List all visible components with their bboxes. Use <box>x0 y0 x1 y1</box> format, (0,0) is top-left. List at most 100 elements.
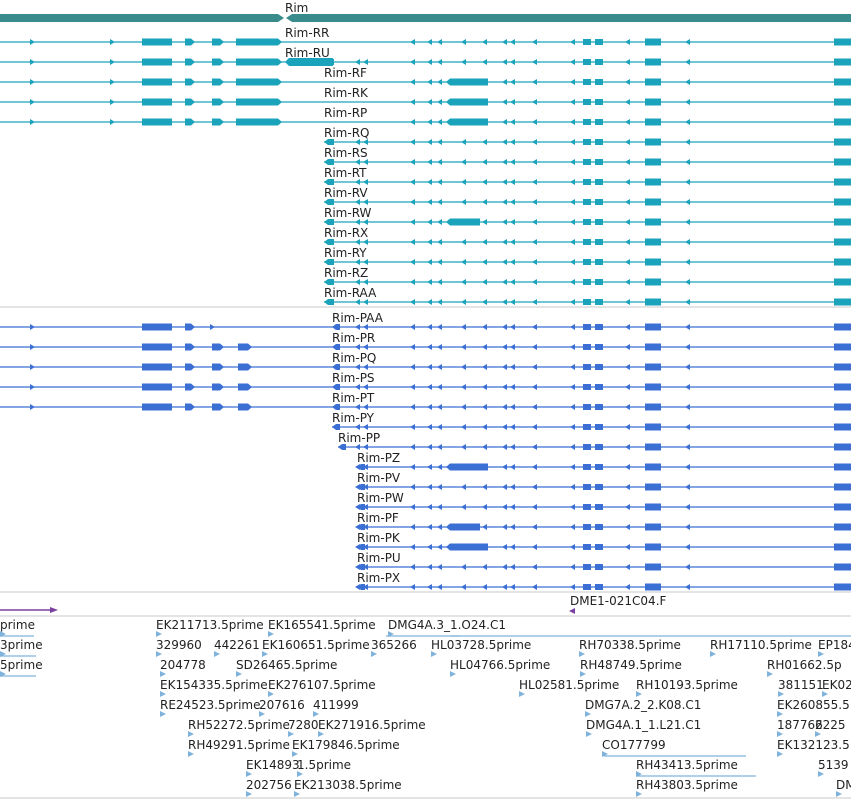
gene-bar-left[interactable] <box>0 14 278 22</box>
est-feature[interactable]: HL03728.5prime <box>431 638 531 657</box>
est-feature[interactable]: HL02581.5prime <box>519 678 619 697</box>
exon-tick <box>625 119 630 125</box>
transcript-row[interactable]: Rim-PX <box>355 571 851 591</box>
transcript-row[interactable]: Rim-PP <box>338 431 851 451</box>
est-feature[interactable]: RH10193.5prime <box>636 678 738 697</box>
gene-track[interactable]: Rim <box>0 1 851 22</box>
est-feature[interactable]: EK132123.5 <box>777 738 850 757</box>
est-feature[interactable]: 3prime <box>0 638 43 657</box>
est-feature[interactable]: RE24523.5prime <box>160 698 261 717</box>
transcript-row[interactable]: Rim-PY <box>332 411 851 431</box>
gene-bar-arrow-right <box>278 14 284 22</box>
transcript-row[interactable]: Rim-RQ <box>324 126 851 146</box>
transcript-row[interactable]: Rim-PS <box>0 371 851 391</box>
est-feature[interactable]: EK271916.5prime <box>318 718 426 737</box>
est-feature[interactable]: 2225 <box>815 718 846 737</box>
est-feature[interactable]: CO177799 <box>602 738 666 757</box>
est-feature[interactable]: DM <box>836 778 851 797</box>
est-feature[interactable]: RH17110.5prime <box>710 638 812 657</box>
exon <box>595 59 603 65</box>
transcript-row[interactable]: Rim-PT <box>0 391 851 411</box>
est-feature[interactable]: EP184 <box>818 638 851 657</box>
est-track[interactable]: prime 3prime 5prime EK211713.5prime EK165541… <box>0 618 851 797</box>
est-feature[interactable]: EK211713.5prime <box>156 618 264 637</box>
exon-tick <box>355 279 360 285</box>
exon-tick <box>461 564 466 570</box>
transcript-row[interactable]: Rim-RV <box>324 186 851 206</box>
transcript-row[interactable]: Rim-PW <box>355 491 851 511</box>
protein-transcripts-track[interactable]: Rim-PAA Rim-PR Rim-PQ Rim-PS Rim-PT Rim-PY Rim… <box>0 311 851 591</box>
transcript-row[interactable]: Rim-RU <box>0 46 851 66</box>
est-feature[interactable]: EK14893 <box>246 758 300 777</box>
exon <box>238 403 252 411</box>
top-transcripts-track[interactable]: Rim-RR Rim-RU Rim-RF Rim-RK Rim-RP Rim-RQ Rim-… <box>0 26 851 306</box>
transcript-row[interactable]: Rim-PU <box>355 551 851 571</box>
est-feature[interactable]: 5139 <box>818 758 849 777</box>
est-feature[interactable]: RH70338.5prime <box>579 638 681 657</box>
est-feature[interactable]: 365266 <box>371 638 417 657</box>
exon-tick <box>363 544 368 550</box>
est-feature[interactable]: RH52272.5prime <box>188 718 290 737</box>
transcript-row[interactable]: Rim-PR <box>0 331 851 351</box>
exon <box>595 99 603 105</box>
est-feature[interactable]: RH43413.5prime <box>636 758 738 777</box>
est-feature[interactable]: EK165541.5prime <box>268 618 376 637</box>
est-feature[interactable]: SD26465.5prime <box>236 658 337 677</box>
transcript-row[interactable]: Rim-PV <box>355 471 851 491</box>
transcript-row[interactable]: Rim-PK <box>355 531 851 551</box>
exon-tick <box>355 259 360 265</box>
exon-tick <box>482 564 487 570</box>
transcript-row[interactable]: Rim-PAA <box>0 311 851 331</box>
est-feature[interactable]: 411999 <box>313 698 359 717</box>
est-feature[interactable]: EK02 <box>822 678 851 697</box>
est-feature[interactable]: 442261 <box>214 638 260 657</box>
exon-tick <box>502 444 507 450</box>
transcript-row[interactable]: Rim-RY <box>324 246 851 266</box>
est-feature[interactable]: prime <box>0 618 35 637</box>
est-feature[interactable]: DMG4A.1_1.L21.C1 <box>586 718 701 737</box>
clone-track[interactable]: DME1-021C04.F <box>0 594 667 614</box>
transcript-row[interactable]: Rim-RZ <box>324 266 851 286</box>
est-feature[interactable]: 381151 <box>778 678 824 697</box>
est-feature[interactable]: 187766 <box>777 718 823 737</box>
transcript-row[interactable]: Rim-RS <box>324 146 851 166</box>
est-feature[interactable]: EK154335.5prime <box>160 678 268 697</box>
transcript-row[interactable]: Rim-RR <box>0 26 851 46</box>
est-feature[interactable]: EK260855.5 <box>777 698 850 717</box>
exon-tick <box>461 179 466 185</box>
transcript-row[interactable]: Rim-RAA <box>324 286 851 306</box>
est-feature[interactable]: RH43803.5prime <box>636 778 738 797</box>
transcript-row[interactable]: Rim-RP <box>0 106 851 126</box>
transcript-row[interactable]: Rim-RX <box>324 226 851 246</box>
est-feature[interactable]: 202756 <box>246 778 292 797</box>
est-feature[interactable]: HL04766.5prime <box>450 658 550 677</box>
gene-bar-right[interactable] <box>292 14 851 22</box>
est-feature[interactable]: DMG7A.2_2.K08.C1 <box>585 698 701 717</box>
est-feature[interactable]: 1.5prime <box>297 758 351 777</box>
est-feature[interactable]: 207616 <box>259 698 305 717</box>
exon-tick <box>482 39 487 45</box>
transcript-label: Rim-PP <box>338 431 380 445</box>
transcript-label: Rim-PAA <box>332 311 384 325</box>
transcript-row[interactable]: Rim-RK <box>0 86 851 106</box>
transcript-row[interactable]: Rim-PF <box>355 511 851 531</box>
est-feature[interactable]: EK179846.5prime <box>292 738 400 757</box>
transcript-row[interactable]: Rim-PZ <box>355 451 851 471</box>
est-feature[interactable]: EK276107.5prime <box>268 678 376 697</box>
exon <box>595 39 603 45</box>
est-feature[interactable]: RH49291.5prime <box>188 738 290 757</box>
est-label: EK165541.5prime <box>268 618 376 632</box>
transcript-row[interactable]: Rim-RF <box>0 66 851 86</box>
est-feature[interactable]: 7280 <box>288 718 319 737</box>
est-feature[interactable]: DMG4A.3_1.O24.C1 <box>388 618 506 637</box>
est-feature[interactable]: 329960 <box>156 638 202 657</box>
est-feature[interactable]: EK213038.5prime <box>294 778 402 797</box>
est-feature[interactable]: 204778 <box>160 658 206 677</box>
est-feature[interactable]: RH01662.5p <box>767 658 842 677</box>
transcript-row[interactable]: Rim-RT <box>324 166 851 186</box>
est-feature[interactable]: RH48749.5prime <box>580 658 682 677</box>
est-feature[interactable]: 5prime <box>0 658 43 677</box>
transcript-row[interactable]: Rim-PQ <box>0 351 851 371</box>
est-feature[interactable]: EK160651.5prime <box>262 638 370 657</box>
transcript-row[interactable]: Rim-RW <box>324 206 851 226</box>
